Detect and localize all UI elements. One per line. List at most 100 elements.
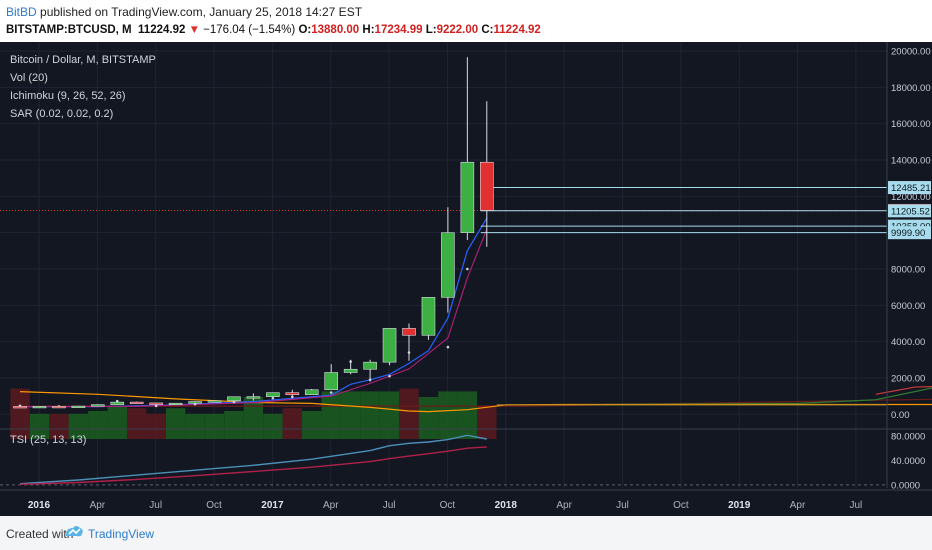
footer: Created with TradingView: [0, 516, 932, 550]
ichimoku-span-a: [603, 387, 932, 406]
time-tick-label: Apr: [556, 500, 572, 511]
time-tick-label: 2019: [728, 500, 751, 511]
price-tick-label: 8000.00: [891, 265, 925, 276]
time-tick-label: Jul: [383, 500, 396, 511]
volume-bar-down: [282, 408, 302, 439]
time-tick-label: Oct: [673, 500, 689, 511]
volume-bar-down: [146, 413, 166, 439]
candle-body: [285, 392, 300, 395]
candle-body: [188, 401, 202, 404]
candle-body: [32, 406, 47, 409]
candle: [149, 402, 163, 406]
price-tick-label: 2000.00: [891, 373, 925, 384]
price-tick-label: 4000.00: [891, 337, 925, 348]
sar-dot: [271, 396, 275, 400]
volume-bar-up: [204, 413, 225, 439]
candle-body: [110, 401, 125, 405]
candle-body: [324, 372, 339, 391]
tsi-tick-label: 0.0000: [891, 480, 920, 491]
legend-ichimoku: Ichimoku (9, 26, 52, 26): [10, 90, 126, 102]
volume-bar-up: [418, 397, 439, 439]
time-tick-label: Oct: [440, 500, 456, 511]
candle-body: [441, 232, 455, 298]
candle: [129, 401, 144, 404]
time-tick-label: Jul: [616, 500, 629, 511]
candle-body: [402, 328, 416, 336]
legend-vol: Vol (20): [10, 72, 48, 84]
tradingview-logo-icon[interactable]: [64, 524, 84, 540]
close-value: 11224.92: [493, 24, 541, 36]
candle: [479, 101, 494, 247]
time-tick-label: Apr: [323, 500, 339, 511]
price-tick-label: 16000.00: [891, 119, 931, 130]
candle-body: [246, 396, 261, 399]
time-tick-label: Apr: [90, 500, 106, 511]
legend-sar: SAR (0.02, 0.02, 0.2): [10, 108, 114, 120]
candle-body: [479, 161, 494, 211]
candle: [441, 207, 455, 313]
price-tick-label: 6000.00: [891, 301, 925, 312]
sar-dot: [466, 267, 469, 271]
volume-bar-up: [360, 391, 380, 439]
volume-bar-down: [399, 388, 419, 439]
tsi-line: [19, 434, 487, 485]
volume-bar-up: [379, 391, 400, 439]
candle: [91, 404, 105, 407]
candle: [266, 392, 280, 398]
candle-body: [363, 361, 377, 370]
candle: [402, 323, 416, 361]
time-tick-label: Oct: [206, 500, 222, 511]
ohlc-line: BITSTAMP:BTCUSD, M 11224.92 ▼ −176.04 (−…: [6, 24, 541, 36]
sar-dot: [232, 400, 236, 404]
header: BitBD published on TradingView.com, Janu…: [0, 0, 932, 42]
volume-bar-down: [477, 405, 497, 439]
price-tick-label: 18000.00: [891, 83, 931, 94]
candle-body: [382, 328, 397, 363]
chart-svg[interactable]: 0.002000.004000.006000.008000.0010000.00…: [0, 42, 932, 516]
volume-bar-up: [438, 391, 458, 439]
candle-body: [13, 406, 27, 409]
ichimoku-span-b-end: [875, 386, 932, 395]
tsi-tick-label: 40.0000: [891, 456, 925, 467]
candle: [343, 359, 358, 375]
time-tick-label: Jul: [149, 500, 162, 511]
price-tick-label: 20000.00: [891, 47, 931, 58]
tsi-tick-label: 80.0000: [891, 431, 925, 442]
last-price: 11224.92: [138, 24, 186, 36]
tradingview-brand[interactable]: TradingView: [88, 527, 155, 541]
kijun-line: [19, 228, 488, 408]
low-value: 9222.00: [436, 24, 479, 36]
candle-body: [460, 161, 475, 233]
volume-bar-up: [88, 411, 108, 439]
author-link[interactable]: BitBD: [6, 5, 37, 19]
sar-dot: [446, 345, 450, 349]
candle: [363, 359, 377, 382]
candle: [324, 364, 339, 391]
volume-bar-up: [29, 413, 50, 439]
volume-bar-up: [107, 405, 127, 439]
volume-bar-up: [165, 408, 186, 439]
candle-body: [304, 389, 319, 395]
volume-bar-up: [457, 391, 478, 439]
price-tick-label: 14000.00: [891, 156, 931, 167]
volume-bar-down: [49, 413, 69, 439]
price-tick-label: 12000.00: [891, 192, 931, 203]
time-tick-label: Jul: [850, 500, 863, 511]
low-label: L:: [425, 24, 437, 36]
tsi-signal-line: [19, 446, 487, 485]
publish-info: BitBD published on TradingView.com, Janu…: [6, 5, 362, 19]
candle-body: [149, 402, 163, 405]
candle-body: [343, 368, 358, 373]
close-label: C:: [481, 24, 494, 36]
chart-area[interactable]: 0.002000.004000.006000.008000.0010000.00…: [0, 42, 932, 516]
price-level-tag-label: 9999.90: [891, 228, 925, 239]
candle-body: [52, 406, 66, 409]
candle: [52, 406, 66, 409]
volume-bar-up: [185, 413, 205, 439]
legend-title: Bitcoin / Dollar, M, BITSTAMP: [10, 54, 156, 66]
open-label: O:: [298, 24, 312, 36]
candle-body: [129, 401, 144, 404]
candle: [304, 388, 319, 395]
volume-bar-up: [263, 413, 283, 439]
ichimoku-span-b: [20, 398, 932, 407]
